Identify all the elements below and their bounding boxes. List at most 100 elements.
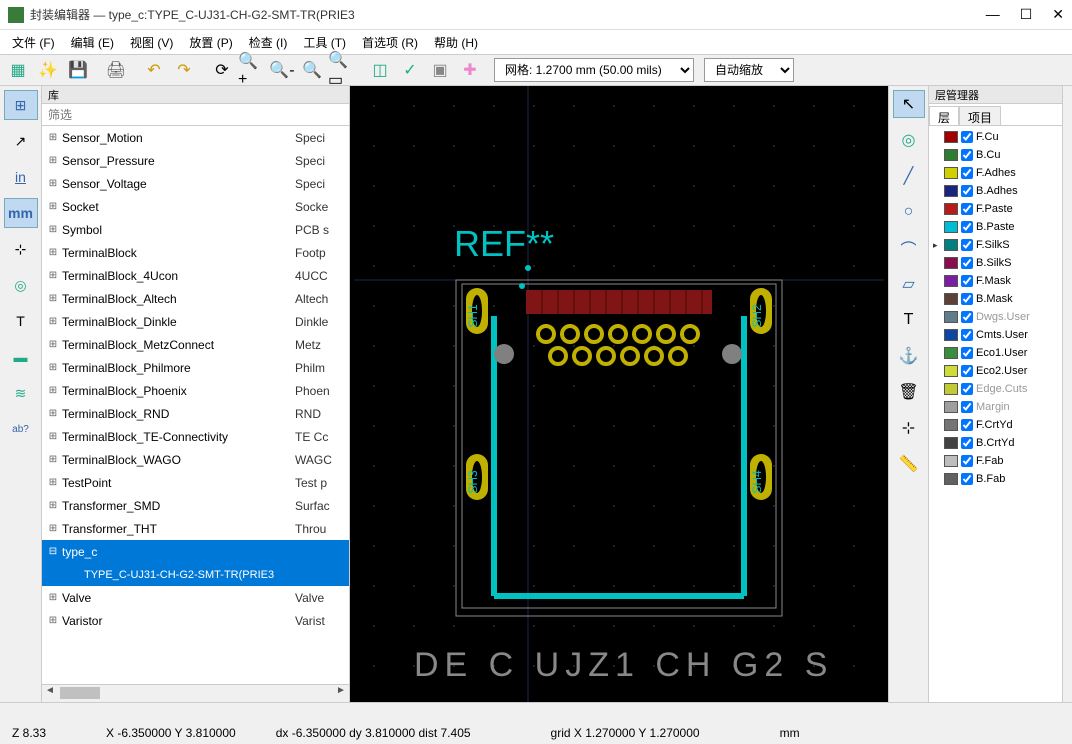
layer-row[interactable]: Cmts.User <box>931 326 1060 344</box>
layer-row[interactable]: F.Paste <box>931 200 1060 218</box>
print-button[interactable]: 🖨 <box>102 56 130 84</box>
library-item-selected[interactable]: ⊟type_c <box>42 540 349 563</box>
library-header: 库 <box>42 86 349 104</box>
layer-manager-button[interactable]: ≋ <box>4 378 38 408</box>
library-item[interactable]: ⊞Sensor_VoltageSpeci <box>42 172 349 195</box>
polar-button[interactable]: ↗ <box>4 126 38 156</box>
layer-row[interactable]: Margin <box>931 398 1060 416</box>
library-item[interactable]: ⊞TerminalBlock_PhilmorePhilm <box>42 356 349 379</box>
layer-row[interactable]: F.Adhes <box>931 164 1060 182</box>
redo-button[interactable]: ↷ <box>170 56 198 84</box>
menu-prefs[interactable]: 首选项 (R) <box>358 32 422 53</box>
library-list[interactable]: ⊞Sensor_MotionSpeci⊞Sensor_PressureSpeci… <box>42 126 349 684</box>
layer-row[interactable]: Edge.Cuts <box>931 380 1060 398</box>
refresh-button[interactable]: ⟳ <box>208 56 236 84</box>
text-button[interactable]: T <box>4 306 38 336</box>
save-button[interactable]: 💾 <box>64 56 92 84</box>
new-footprint-button[interactable]: ▦ <box>4 56 32 84</box>
zoom-fit-button[interactable]: 🔍 <box>298 56 326 84</box>
layer-row[interactable]: B.Adhes <box>931 182 1060 200</box>
layer-row[interactable]: B.SilkS <box>931 254 1060 272</box>
wizard-button[interactable]: ✨ <box>34 56 62 84</box>
show-invisible-button[interactable]: ab? <box>4 414 38 444</box>
library-item[interactable]: ⊞SocketSocke <box>42 195 349 218</box>
library-item[interactable]: ⊞TerminalBlock_WAGOWAGC <box>42 448 349 471</box>
circle-tool-button[interactable]: ○ <box>893 198 925 226</box>
grid-toggle-button[interactable]: ⊞ <box>4 90 38 120</box>
polygon-tool-button[interactable]: ▱ <box>893 270 925 298</box>
arc-tool-button[interactable]: ⌒ <box>893 234 925 262</box>
footprint-browse-button[interactable]: ◫ <box>366 56 394 84</box>
layer-row[interactable]: B.Fab <box>931 470 1060 488</box>
layer-row[interactable]: B.CrtYd <box>931 434 1060 452</box>
canvas[interactable]: REF** <box>350 86 888 702</box>
anchor-tool-button[interactable]: ⚓ <box>893 342 925 370</box>
library-item[interactable]: ⊞TerminalBlock_RNDRND <box>42 402 349 425</box>
pad-number-button[interactable]: ◎ <box>4 270 38 300</box>
library-item[interactable]: ⊞SymbolPCB s <box>42 218 349 241</box>
menu-view[interactable]: 视图 (V) <box>126 32 177 53</box>
zoom-out-button[interactable]: 🔍- <box>268 56 296 84</box>
layer-row[interactable]: Eco2.User <box>931 362 1060 380</box>
library-item[interactable]: ⊞TerminalBlock_4Ucon4UCC <box>42 264 349 287</box>
tab-items[interactable]: 项目 <box>959 106 1001 125</box>
library-item[interactable]: ⊞TerminalBlockFootp <box>42 241 349 264</box>
pad-tool-button[interactable]: ◎ <box>893 126 925 154</box>
zoom-selection-button[interactable]: 🔍▭ <box>328 56 356 84</box>
maximize-button[interactable]: ☐ <box>1020 6 1033 23</box>
insert-button[interactable]: ▣ <box>426 56 454 84</box>
layer-row[interactable]: F.Fab <box>931 452 1060 470</box>
hv-fill-button[interactable]: ▬ <box>4 342 38 372</box>
library-item[interactable]: ⊞Sensor_MotionSpeci <box>42 126 349 149</box>
library-item[interactable]: ⊞Transformer_SMDSurfac <box>42 494 349 517</box>
library-item[interactable]: ⊞VaristorVarist <box>42 609 349 632</box>
undo-button[interactable]: ↶ <box>140 56 168 84</box>
library-item[interactable]: ⊞TerminalBlock_AltechAltech <box>42 287 349 310</box>
tab-layers[interactable]: 层 <box>929 106 959 125</box>
layer-row[interactable]: F.CrtYd <box>931 416 1060 434</box>
text-tool-button[interactable]: T <box>893 306 925 334</box>
grid-origin-button[interactable]: ⊹ <box>893 414 925 442</box>
measure-tool-button[interactable]: 📏 <box>893 450 925 478</box>
menu-place[interactable]: 放置 (P) <box>185 32 236 53</box>
select-tool-button[interactable]: ↖ <box>893 90 925 118</box>
library-h-scrollbar[interactable]: ◄ ► <box>42 684 349 702</box>
library-item[interactable]: ⊞TerminalBlock_DinkleDinkle <box>42 310 349 333</box>
units-mm-button[interactable]: mm <box>4 198 38 228</box>
window-title: 封装编辑器 — type_c:TYPE_C-UJ31-CH-G2-SMT-TR(… <box>30 6 986 23</box>
check-button[interactable]: ✓ <box>396 56 424 84</box>
library-item[interactable]: ⊞TerminalBlock_TE-ConnectivityTE Cc <box>42 425 349 448</box>
layer-row[interactable]: B.Paste <box>931 218 1060 236</box>
library-filter-input[interactable] <box>42 104 349 125</box>
menu-help[interactable]: 帮助 (H) <box>430 32 482 53</box>
library-item[interactable]: ⊞Transformer_THTThrou <box>42 517 349 540</box>
zoom-in-button[interactable]: 🔍+ <box>238 56 266 84</box>
layer-row[interactable]: Dwgs.User <box>931 308 1060 326</box>
layer-row[interactable]: B.Mask <box>931 290 1060 308</box>
menu-file[interactable]: 文件 (F) <box>8 32 59 53</box>
library-item[interactable]: ⊞TerminalBlock_MetzConnectMetz <box>42 333 349 356</box>
zoom-select[interactable]: 自动缩放 <box>704 58 794 82</box>
close-button[interactable]: ✕ <box>1052 6 1064 23</box>
line-tool-button[interactable]: ╱ <box>893 162 925 190</box>
layer-list[interactable]: F.CuB.CuF.AdhesB.AdhesF.PasteB.Paste▸F.S… <box>929 126 1062 702</box>
cursor-shape-button[interactable]: ⊹ <box>4 234 38 264</box>
status-grid: grid X 1.270000 Y 1.270000 <box>551 726 700 740</box>
delete-tool-button[interactable]: 🗑 <box>893 378 925 406</box>
library-item[interactable]: ⊞ValveValve <box>42 586 349 609</box>
layer-row[interactable]: F.Mask <box>931 272 1060 290</box>
layer-row[interactable]: ▸F.SilkS <box>931 236 1060 254</box>
library-item[interactable]: ⊞TerminalBlock_PhoenixPhoen <box>42 379 349 402</box>
layer-row[interactable]: F.Cu <box>931 128 1060 146</box>
add-button[interactable]: ✚ <box>456 56 484 84</box>
layer-row[interactable]: Eco1.User <box>931 344 1060 362</box>
menu-inspect[interactable]: 检查 (I) <box>245 32 292 53</box>
layer-row[interactable]: B.Cu <box>931 146 1060 164</box>
menu-edit[interactable]: 编辑 (E) <box>67 32 118 53</box>
library-item[interactable]: ⊞Sensor_PressureSpeci <box>42 149 349 172</box>
minimize-button[interactable]: — <box>986 6 1000 23</box>
library-item-child[interactable]: TYPE_C-UJ31-CH-G2-SMT-TR(PRIE3 <box>42 563 349 586</box>
units-inch-button[interactable]: in <box>4 162 38 192</box>
library-item[interactable]: ⊞TestPointTest p <box>42 471 349 494</box>
grid-select[interactable]: 网格: 1.2700 mm (50.00 mils) <box>494 58 694 82</box>
